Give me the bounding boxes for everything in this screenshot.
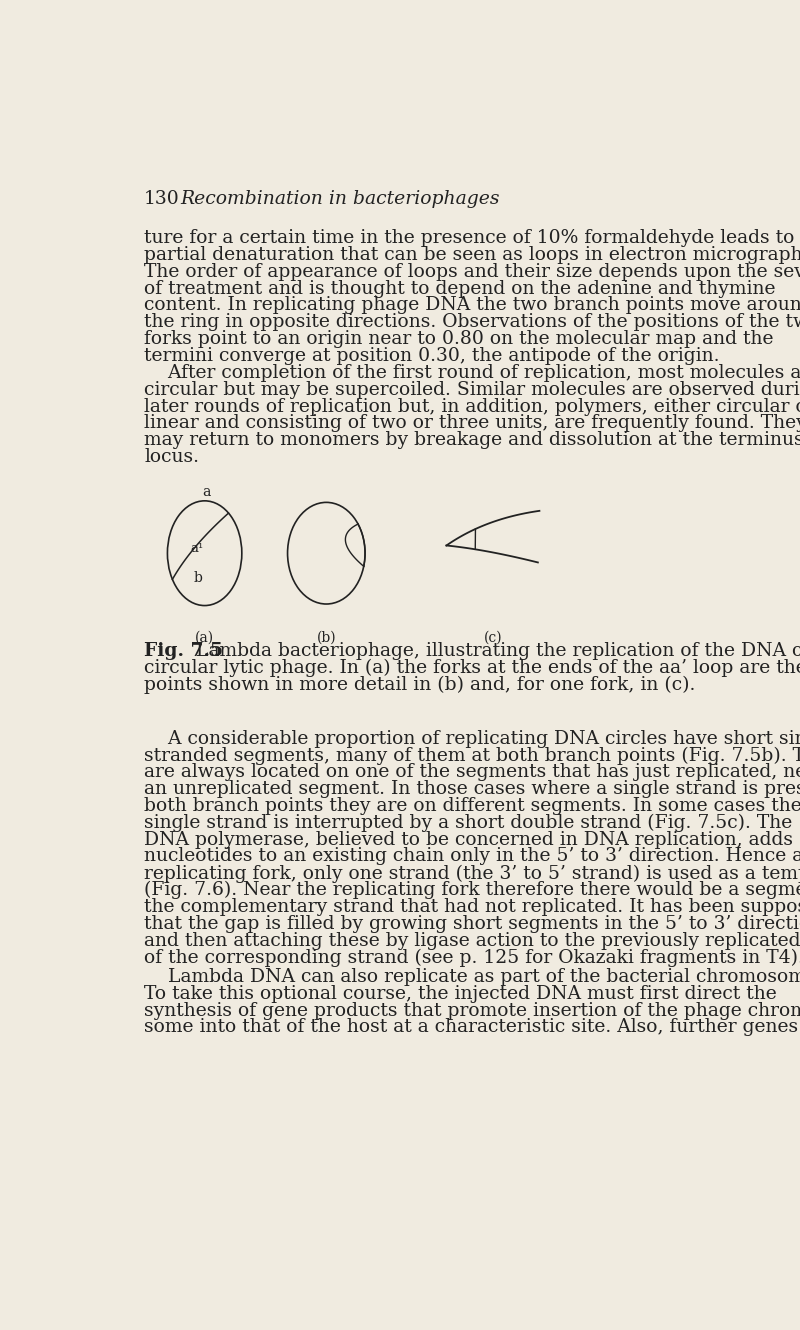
Text: nucleotides to an existing chain only in the 5’ to 3’ direction. Hence at a: nucleotides to an existing chain only in…: [144, 847, 800, 866]
Text: The order of appearance of loops and their size depends upon the severity: The order of appearance of loops and the…: [144, 263, 800, 281]
Text: linear and consisting of two or three units, are frequently found. They: linear and consisting of two or three un…: [144, 415, 800, 432]
Text: circular lytic phage. In (a) the forks at the ends of the aa’ loop are the growi: circular lytic phage. In (a) the forks a…: [144, 658, 800, 677]
Text: b: b: [194, 571, 203, 585]
Text: and then attaching these by ligase action to the previously replicated part: and then attaching these by ligase actio…: [144, 931, 800, 950]
Text: content. In replicating phage DNA the two branch points move around: content. In replicating phage DNA the tw…: [144, 297, 800, 314]
Text: Lambda DNA can also replicate as part of the bacterial chromosome.: Lambda DNA can also replicate as part of…: [144, 968, 800, 986]
Text: forks point to an origin near to 0.80 on the molecular map and the: forks point to an origin near to 0.80 on…: [144, 330, 774, 348]
Text: locus.: locus.: [144, 448, 199, 466]
Text: ture for a certain time in the presence of 10% formaldehyde leads to: ture for a certain time in the presence …: [144, 229, 794, 247]
Text: that the gap is filled by growing short segments in the 5’ to 3’ direction: that the gap is filled by growing short …: [144, 915, 800, 932]
Text: (c): (c): [484, 630, 502, 644]
Text: a¹: a¹: [190, 543, 203, 555]
Text: partial denaturation that can be seen as loops in electron micrographs.: partial denaturation that can be seen as…: [144, 246, 800, 263]
Text: an unreplicated segment. In those cases where a single strand is present at: an unreplicated segment. In those cases …: [144, 781, 800, 798]
Text: some into that of the host at a characteristic site. Also, further genes must: some into that of the host at a characte…: [144, 1019, 800, 1036]
Text: of the corresponding strand (see p. 125 for Okazaki fragments in T4).: of the corresponding strand (see p. 125 …: [144, 948, 800, 967]
Text: To take this optional course, the injected DNA must first direct the: To take this optional course, the inject…: [144, 984, 777, 1003]
Text: points shown in more detail in (b) and, for one fork, in (c).: points shown in more detail in (b) and, …: [144, 676, 695, 694]
Text: single strand is interrupted by a short double strand (Fig. 7.5c). The: single strand is interrupted by a short …: [144, 814, 793, 833]
Text: DNA polymerase, believed to be concerned in DNA replication, adds: DNA polymerase, believed to be concerned…: [144, 831, 793, 849]
Text: the complementary strand that had not replicated. It has been supposed: the complementary strand that had not re…: [144, 898, 800, 916]
Text: Lambda bacteriophage, illustrating the replication of the DNA of the: Lambda bacteriophage, illustrating the r…: [185, 642, 800, 660]
Text: 130: 130: [144, 190, 180, 209]
Text: Fig. 7.5: Fig. 7.5: [144, 642, 223, 660]
Text: A considerable proportion of replicating DNA circles have short single: A considerable proportion of replicating…: [144, 730, 800, 747]
Text: may return to monomers by breakage and dissolution at the terminus: may return to monomers by breakage and d…: [144, 431, 800, 450]
Text: After completion of the first round of replication, most molecules are: After completion of the first round of r…: [144, 364, 800, 382]
Text: synthesis of gene products that promote insertion of the phage chromo-: synthesis of gene products that promote …: [144, 1001, 800, 1020]
Text: replicating fork, only one strand (the 3’ to 5’ strand) is used as a template: replicating fork, only one strand (the 3…: [144, 864, 800, 883]
Text: stranded segments, many of them at both branch points (Fig. 7.5b). They: stranded segments, many of them at both …: [144, 746, 800, 765]
Text: are always located on one of the segments that has just replicated, never on: are always located on one of the segment…: [144, 763, 800, 781]
Text: the ring in opposite directions. Observations of the positions of the two: the ring in opposite directions. Observa…: [144, 314, 800, 331]
Text: (a): (a): [195, 630, 214, 644]
Text: both branch points they are on different segments. In some cases the: both branch points they are on different…: [144, 797, 800, 815]
Text: a: a: [202, 484, 210, 499]
Text: (b): (b): [317, 630, 336, 644]
Text: Recombination in bacteriophages: Recombination in bacteriophages: [180, 190, 499, 209]
Text: (Fig. 7.6). Near the replicating fork therefore there would be a segment of: (Fig. 7.6). Near the replicating fork th…: [144, 880, 800, 899]
Text: termini converge at position 0.30, the antipode of the origin.: termini converge at position 0.30, the a…: [144, 347, 720, 364]
Text: circular but may be supercoiled. Similar molecules are observed during: circular but may be supercoiled. Similar…: [144, 380, 800, 399]
Text: later rounds of replication but, in addition, polymers, either circular or: later rounds of replication but, in addi…: [144, 398, 800, 415]
Text: of treatment and is thought to depend on the adenine and thymine: of treatment and is thought to depend on…: [144, 279, 776, 298]
